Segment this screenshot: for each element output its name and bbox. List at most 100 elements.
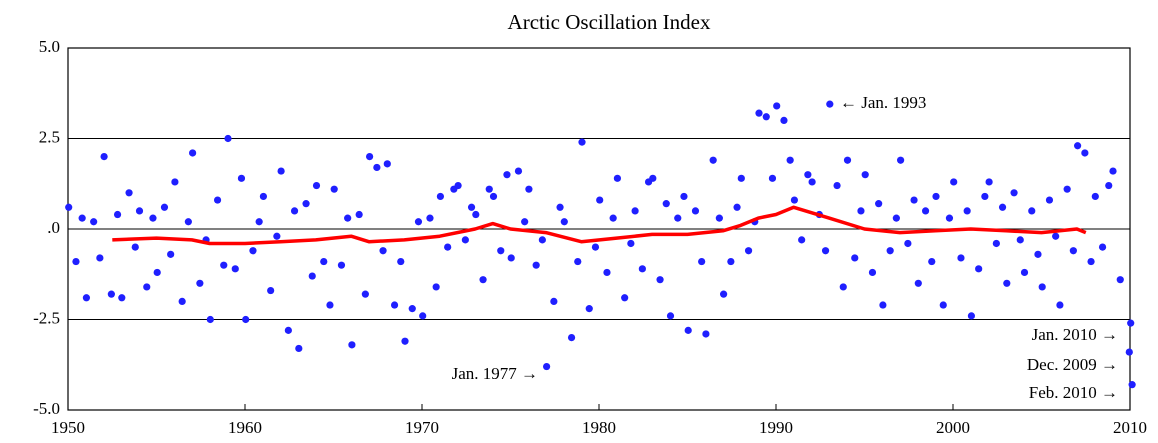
data-point [107, 290, 115, 298]
data-point [65, 203, 73, 211]
data-point [149, 214, 157, 222]
data-point [649, 174, 657, 182]
data-point [886, 247, 894, 255]
annotation: Feb. 2010 → [1029, 383, 1118, 402]
data-point [96, 254, 104, 262]
data-point [196, 279, 204, 287]
data-point [414, 218, 423, 226]
data-point [786, 156, 794, 164]
data-point [100, 153, 108, 161]
data-point [857, 207, 865, 215]
data-point [556, 203, 564, 211]
data-point [1109, 167, 1117, 175]
data-point [656, 276, 664, 284]
data-point [932, 192, 940, 201]
data-point [432, 283, 440, 291]
data-point [521, 218, 529, 226]
data-point [366, 153, 374, 161]
data-point [715, 214, 723, 222]
data-point [1063, 185, 1071, 193]
data-point [897, 156, 905, 164]
data-point [875, 200, 883, 208]
y-tick-label: -5.0 [33, 399, 60, 418]
data-point [967, 312, 976, 320]
data-point [401, 337, 409, 345]
x-tick-label: 1960 [228, 418, 262, 437]
data-point [125, 189, 133, 197]
data-point [1034, 250, 1042, 258]
data-point [337, 261, 346, 269]
data-point [308, 272, 316, 280]
data-point [843, 156, 852, 164]
data-point [666, 312, 675, 320]
data-point [344, 214, 352, 222]
data-point [514, 167, 523, 175]
data-point [975, 265, 983, 273]
data-point [992, 239, 1000, 248]
data-point [985, 178, 993, 186]
data-point [904, 239, 912, 248]
data-point [348, 341, 356, 349]
data-point [1003, 279, 1011, 287]
data-point [574, 257, 582, 266]
data-point [426, 214, 434, 222]
data-point [543, 362, 551, 371]
data-point [868, 268, 877, 277]
data-point [330, 185, 338, 193]
data-point [609, 214, 617, 222]
data-point [1116, 276, 1124, 284]
data-point [1028, 207, 1036, 215]
data-point [242, 315, 250, 324]
y-tick-label: .0 [47, 218, 60, 237]
data-point [78, 214, 86, 222]
data-point [383, 160, 391, 168]
data-point [143, 283, 151, 291]
data-point [603, 268, 611, 277]
data-point [680, 192, 688, 201]
data-point [273, 232, 281, 240]
data-point [259, 192, 268, 201]
data-point [981, 192, 989, 201]
data-point [1091, 192, 1099, 201]
data-point [295, 344, 303, 353]
data-point [479, 276, 487, 284]
data-point [621, 294, 629, 302]
x-tick-label: 2000 [936, 418, 970, 437]
data-point [1069, 247, 1077, 255]
data-point [1038, 283, 1046, 291]
data-point [839, 283, 847, 291]
data-point [189, 149, 197, 157]
data-point [220, 261, 228, 269]
data-point [485, 185, 493, 193]
data-point [290, 207, 299, 215]
data-point [1125, 348, 1133, 356]
data-point [267, 286, 275, 295]
data-point [939, 301, 947, 309]
data-point [851, 254, 859, 262]
data-point [798, 236, 806, 244]
data-point [213, 196, 222, 204]
data-point [361, 290, 369, 298]
data-point [684, 326, 692, 334]
data-point [879, 301, 887, 309]
data-point [560, 218, 568, 226]
data-point [585, 305, 593, 313]
data-point [1127, 319, 1135, 327]
data-point [249, 247, 257, 255]
data-point [914, 279, 922, 287]
data-point [928, 257, 936, 266]
data-point [1010, 189, 1018, 197]
data-point [82, 294, 91, 302]
x-tick-label: 2010 [1113, 418, 1147, 437]
data-point [578, 138, 586, 146]
data-point [950, 178, 958, 186]
data-point [237, 174, 246, 182]
data-point [206, 315, 214, 324]
data-point [113, 210, 122, 219]
data-point [255, 218, 263, 226]
data-point [727, 257, 735, 266]
x-tick-label: 1990 [759, 418, 793, 437]
data-point [397, 257, 405, 266]
data-point [780, 116, 788, 124]
chart-title: Arctic Oscillation Index [508, 10, 711, 34]
